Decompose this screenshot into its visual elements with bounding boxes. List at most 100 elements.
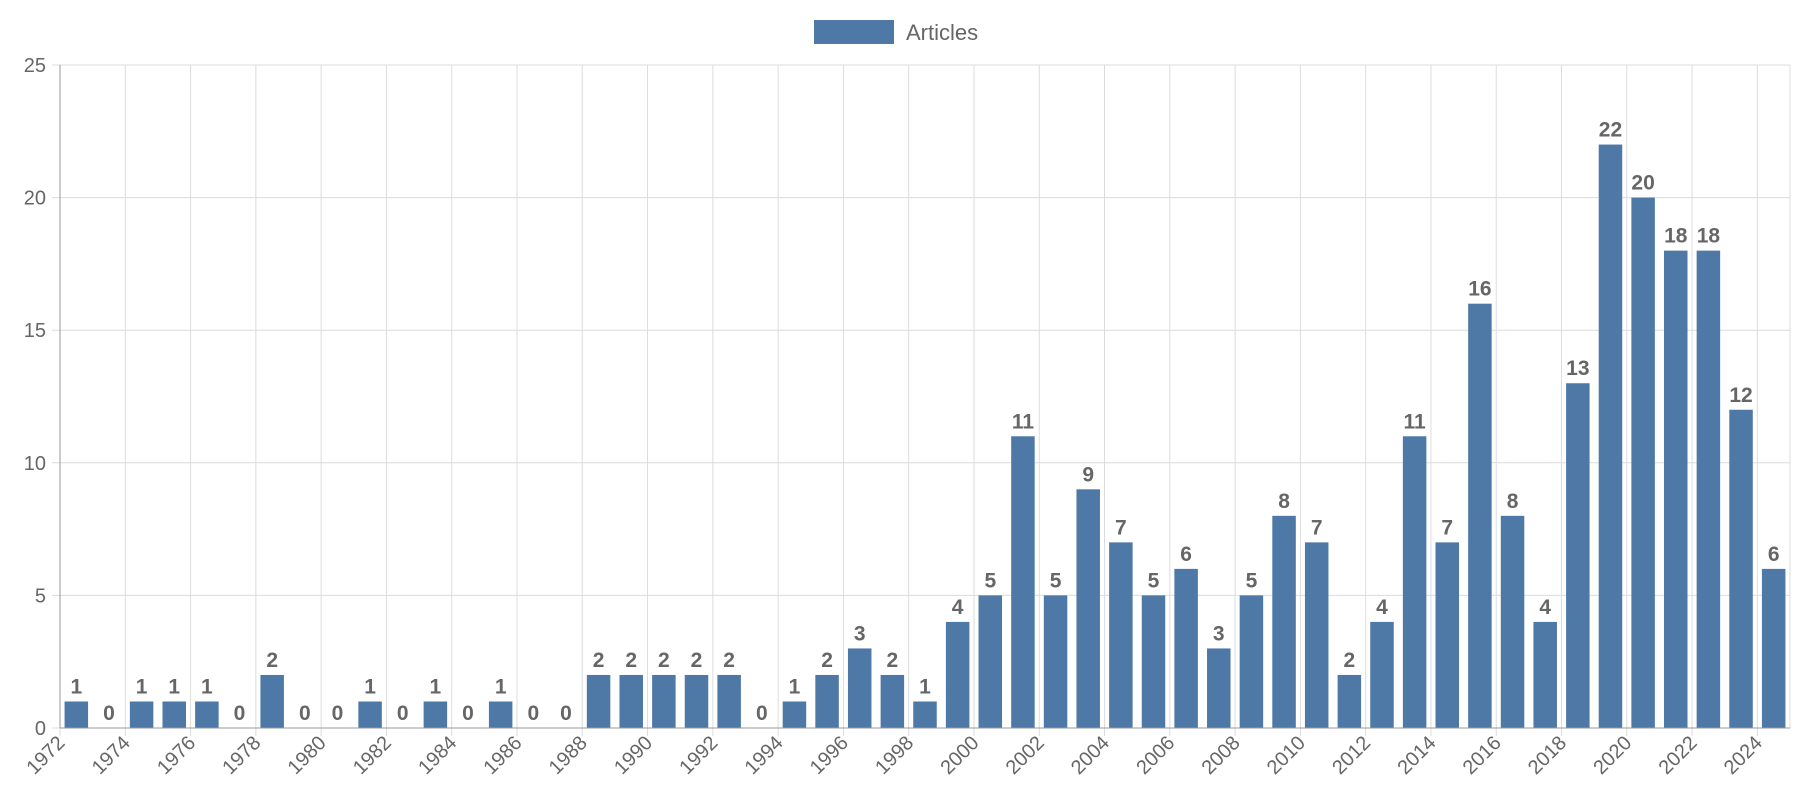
bar-label-1973: 0 <box>103 702 115 725</box>
bar-2018[interactable] <box>1566 383 1590 728</box>
bar-label-2006: 6 <box>1180 543 1192 566</box>
bar-1991[interactable] <box>684 674 709 728</box>
bar-label-2000: 5 <box>984 569 996 592</box>
bar-label-2005: 5 <box>1148 569 1160 592</box>
bar-label-2011: 2 <box>1343 649 1355 672</box>
bar-label-1993: 0 <box>756 702 768 725</box>
bar-1989[interactable] <box>619 674 643 728</box>
bar-1981[interactable] <box>358 701 382 728</box>
bar-1998[interactable] <box>913 701 937 728</box>
bar-2007[interactable] <box>1207 648 1231 728</box>
bar-label-2023: 12 <box>1729 384 1752 407</box>
x-tick-label: 1994 <box>741 732 788 779</box>
bar-label-2024: 6 <box>1768 543 1780 566</box>
x-tick-label: 2016 <box>1459 732 1506 779</box>
bar-2006[interactable] <box>1174 568 1198 728</box>
bar-1974[interactable] <box>129 701 154 728</box>
bar-1976[interactable] <box>195 701 219 728</box>
x-tick-label: 2018 <box>1524 732 1571 779</box>
x-tick-label: 2014 <box>1393 732 1440 779</box>
legend[interactable]: Articles <box>814 20 978 45</box>
bar-2024[interactable] <box>1761 568 1786 728</box>
bar-label-1978: 2 <box>266 649 278 672</box>
y-axis-ticks: 0 5 10 15 20 25 <box>24 55 46 740</box>
bar-1972[interactable] <box>64 701 89 728</box>
x-tick-label: 2022 <box>1655 732 1702 779</box>
bar-label-1984: 0 <box>462 702 474 725</box>
x-tick-label: 2008 <box>1198 732 1245 779</box>
bar-1990[interactable] <box>652 674 676 728</box>
bar-label-2022: 18 <box>1697 225 1721 248</box>
y-tick-label: 20 <box>24 188 46 210</box>
bar-2005[interactable] <box>1141 595 1166 728</box>
x-tick-label: 1978 <box>218 732 265 779</box>
x-tick-label: 1988 <box>545 732 592 779</box>
bar-label-1977: 0 <box>234 702 246 725</box>
x-tick-label: 1998 <box>871 732 918 779</box>
bar-label-2010: 7 <box>1311 516 1323 539</box>
bar-2001[interactable] <box>1011 436 1035 728</box>
x-tick-label: 1996 <box>806 732 853 779</box>
bar-label-2004: 7 <box>1115 516 1127 539</box>
bar-2023[interactable] <box>1729 409 1753 728</box>
x-tick-label: 2024 <box>1720 732 1767 779</box>
bar-2008[interactable] <box>1239 595 1264 728</box>
bar-2012[interactable] <box>1370 621 1394 728</box>
bar-label-1976: 1 <box>201 675 213 698</box>
bar-label-2019: 22 <box>1599 119 1622 142</box>
bar-label-2018: 13 <box>1566 357 1589 380</box>
y-tick-label: 10 <box>24 453 46 475</box>
bar-label-1990: 2 <box>658 649 670 672</box>
bar-label-1991: 2 <box>691 649 703 672</box>
bar-2013[interactable] <box>1402 436 1427 728</box>
bar-label-1995: 2 <box>821 649 833 672</box>
bar-1975[interactable] <box>162 701 186 728</box>
bar-2004[interactable] <box>1109 542 1133 728</box>
x-tick-label: 1986 <box>479 732 526 779</box>
x-tick-label: 1982 <box>349 732 396 779</box>
bar-label-2009: 8 <box>1278 490 1290 513</box>
bar-label-1980: 0 <box>332 702 344 725</box>
bar-2000[interactable] <box>978 595 1003 728</box>
bar-label-1997: 2 <box>887 649 899 672</box>
bar-2020[interactable] <box>1631 197 1655 729</box>
x-tick-label: 2004 <box>1067 732 1114 779</box>
bar-2011[interactable] <box>1337 674 1362 728</box>
bars <box>64 144 1786 729</box>
bar-2010[interactable] <box>1304 542 1329 728</box>
bar-2014[interactable] <box>1435 542 1460 728</box>
bar-1994[interactable] <box>782 701 807 728</box>
bar-2009[interactable] <box>1272 515 1296 728</box>
x-tick-label: 1974 <box>88 732 135 779</box>
bar-label-2012: 4 <box>1376 596 1388 619</box>
bar-1996[interactable] <box>847 648 872 728</box>
axes <box>59 65 1790 729</box>
bar-label-1996: 3 <box>854 622 866 645</box>
y-tick-label: 5 <box>35 585 46 607</box>
bar-2003[interactable] <box>1076 489 1100 728</box>
bar-1978[interactable] <box>260 674 284 728</box>
bar-label-1983: 1 <box>430 675 442 698</box>
x-tick-label: 2000 <box>936 732 983 779</box>
bar-label-1988: 2 <box>593 649 605 672</box>
bar-label-2002: 5 <box>1050 569 1062 592</box>
bar-1999[interactable] <box>945 621 970 728</box>
bar-1995[interactable] <box>815 674 839 728</box>
bar-1988[interactable] <box>586 674 611 728</box>
x-tick-label: 1992 <box>675 732 722 779</box>
bar-label-2013: 11 <box>1404 410 1427 433</box>
bar-1983[interactable] <box>423 701 448 728</box>
bar-2002[interactable] <box>1043 595 1068 728</box>
bar-2015[interactable] <box>1468 303 1492 728</box>
bar-2022[interactable] <box>1696 250 1721 728</box>
bar-2021[interactable] <box>1664 250 1688 728</box>
bar-label-1986: 0 <box>527 702 539 725</box>
bar-2017[interactable] <box>1533 621 1557 728</box>
bar-2019[interactable] <box>1598 144 1623 728</box>
bar-2016[interactable] <box>1500 515 1525 728</box>
legend-label-articles: Articles <box>906 20 978 45</box>
bar-1997[interactable] <box>880 674 905 728</box>
bar-1992[interactable] <box>717 674 741 728</box>
bar-1985[interactable] <box>488 701 513 728</box>
bar-label-1981: 1 <box>364 675 376 698</box>
